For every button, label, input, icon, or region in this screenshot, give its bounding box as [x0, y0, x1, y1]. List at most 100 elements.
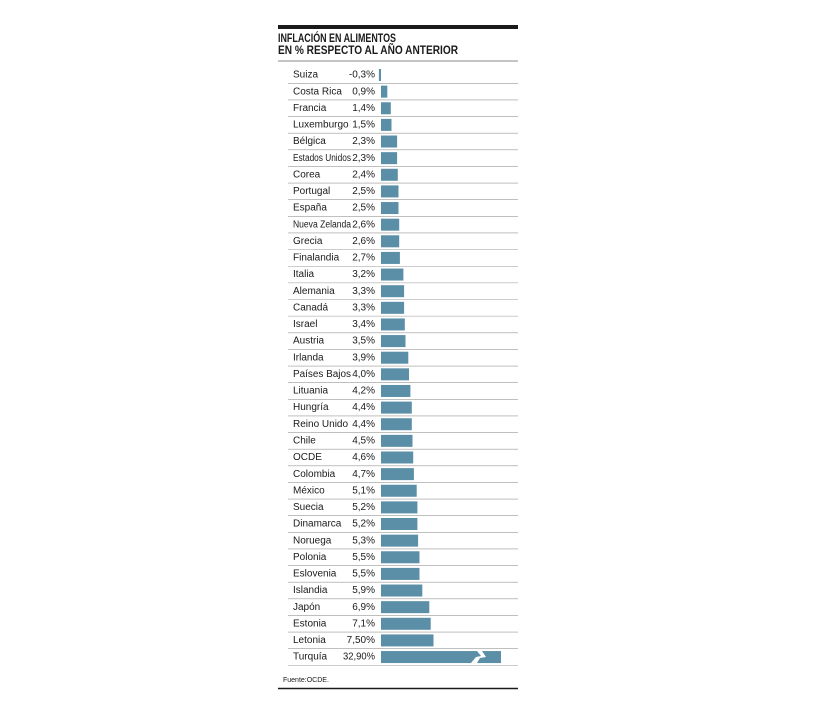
bar [381, 185, 399, 198]
bar [381, 118, 392, 131]
value-label: 4,7% [352, 469, 375, 480]
category-label: Chile [293, 436, 316, 447]
value-label: 2,3% [352, 136, 375, 147]
value-label: 3,5% [352, 336, 375, 347]
value-label: 5,5% [352, 552, 375, 563]
bar [381, 335, 406, 348]
category-label: Países Bajos [293, 369, 351, 380]
value-label: 3,3% [352, 286, 375, 297]
bar [381, 634, 434, 647]
category-label: Finalandia [293, 253, 340, 264]
value-label: 5,1% [352, 485, 375, 496]
value-label: 2,5% [352, 186, 375, 197]
bar [381, 168, 398, 181]
top-rule [278, 25, 518, 29]
bar [381, 102, 391, 115]
value-label: 32,90% [343, 652, 375, 663]
value-label: 3,3% [352, 302, 375, 313]
value-label: 4,2% [352, 386, 375, 397]
category-label: Alemania [293, 286, 335, 297]
bar [381, 501, 418, 514]
category-label: Reino Unido [293, 419, 348, 430]
bar [381, 268, 404, 281]
source: Fuente:OCDE. [283, 677, 329, 684]
value-label: 3,4% [352, 319, 375, 330]
bar [381, 567, 420, 580]
value-label: 4,4% [352, 419, 375, 430]
bar [381, 85, 388, 98]
bar [381, 218, 400, 231]
bar [381, 601, 430, 614]
category-label: Canadá [293, 302, 328, 313]
value-label: 5,3% [352, 535, 375, 546]
category-label: Turquía [293, 652, 328, 663]
category-label: Lituania [293, 386, 328, 397]
value-label: 2,3% [352, 153, 375, 164]
bar [381, 251, 400, 264]
bar [381, 368, 409, 381]
bar [381, 318, 405, 331]
value-label: 7,1% [352, 618, 375, 629]
value-label: 2,6% [352, 219, 375, 230]
category-label: Grecia [293, 236, 323, 247]
value-label: 5,2% [352, 519, 375, 530]
category-label: Hungría [293, 402, 329, 413]
chart-title: EN % RESPECTO AL AÑO ANTERIOR [278, 44, 459, 57]
value-label: -0,3% [349, 70, 375, 81]
category-label: Letonia [293, 635, 326, 646]
bar-break [471, 651, 486, 664]
category-label: Noruega [293, 535, 332, 546]
bar [381, 301, 405, 314]
category-label: Costa Rica [293, 86, 342, 97]
value-label: 2,7% [352, 253, 375, 264]
bar [381, 551, 420, 564]
bar [381, 202, 399, 215]
bar [381, 617, 431, 630]
category-label: Colombia [293, 469, 336, 480]
value-label: 0,9% [352, 86, 375, 97]
bar [381, 235, 400, 248]
bar [381, 434, 413, 447]
value-label: 3,2% [352, 269, 375, 280]
category-label: Eslovenia [293, 569, 337, 580]
category-label: Estonia [293, 618, 327, 629]
value-label: 1,5% [352, 120, 375, 131]
category-label: Irlanda [293, 352, 324, 363]
value-label: 6,9% [352, 602, 375, 613]
bar [381, 401, 412, 414]
category-label: Portugal [293, 186, 330, 197]
value-label: 1,4% [352, 103, 375, 114]
value-label: 7,50% [347, 635, 375, 646]
category-label: Austria [293, 336, 325, 347]
category-label: México [293, 485, 325, 496]
value-label: 4,5% [352, 436, 375, 447]
category-label: Suiza [293, 70, 318, 81]
bar [381, 384, 411, 397]
bar [381, 152, 398, 165]
bar [381, 285, 405, 298]
value-label: 4,4% [352, 402, 375, 413]
value-label: 5,2% [352, 502, 375, 513]
bar [381, 351, 409, 364]
category-label: Bélgica [293, 136, 326, 147]
category-label: Suecia [293, 502, 324, 513]
category-label: España [293, 203, 327, 214]
bar [381, 534, 419, 547]
value-label: 2,4% [352, 169, 375, 180]
bar [381, 135, 398, 148]
category-label: OCDE [293, 452, 322, 463]
value-label: 4,0% [352, 369, 375, 380]
category-label: Islandia [293, 585, 328, 596]
value-label: 5,9% [352, 585, 375, 596]
value-label: 5,5% [352, 569, 375, 580]
value-label: 3,9% [352, 352, 375, 363]
value-label: 4,6% [352, 452, 375, 463]
category-label: Nueva Zelanda [293, 219, 351, 230]
bar [378, 69, 381, 81]
category-label: Estados Unidos [293, 153, 351, 164]
chart-title: INFLACIÓN EN ALIMENTOS [278, 32, 396, 45]
category-label: Italia [293, 269, 315, 280]
bar [381, 651, 501, 664]
bar [381, 468, 414, 481]
